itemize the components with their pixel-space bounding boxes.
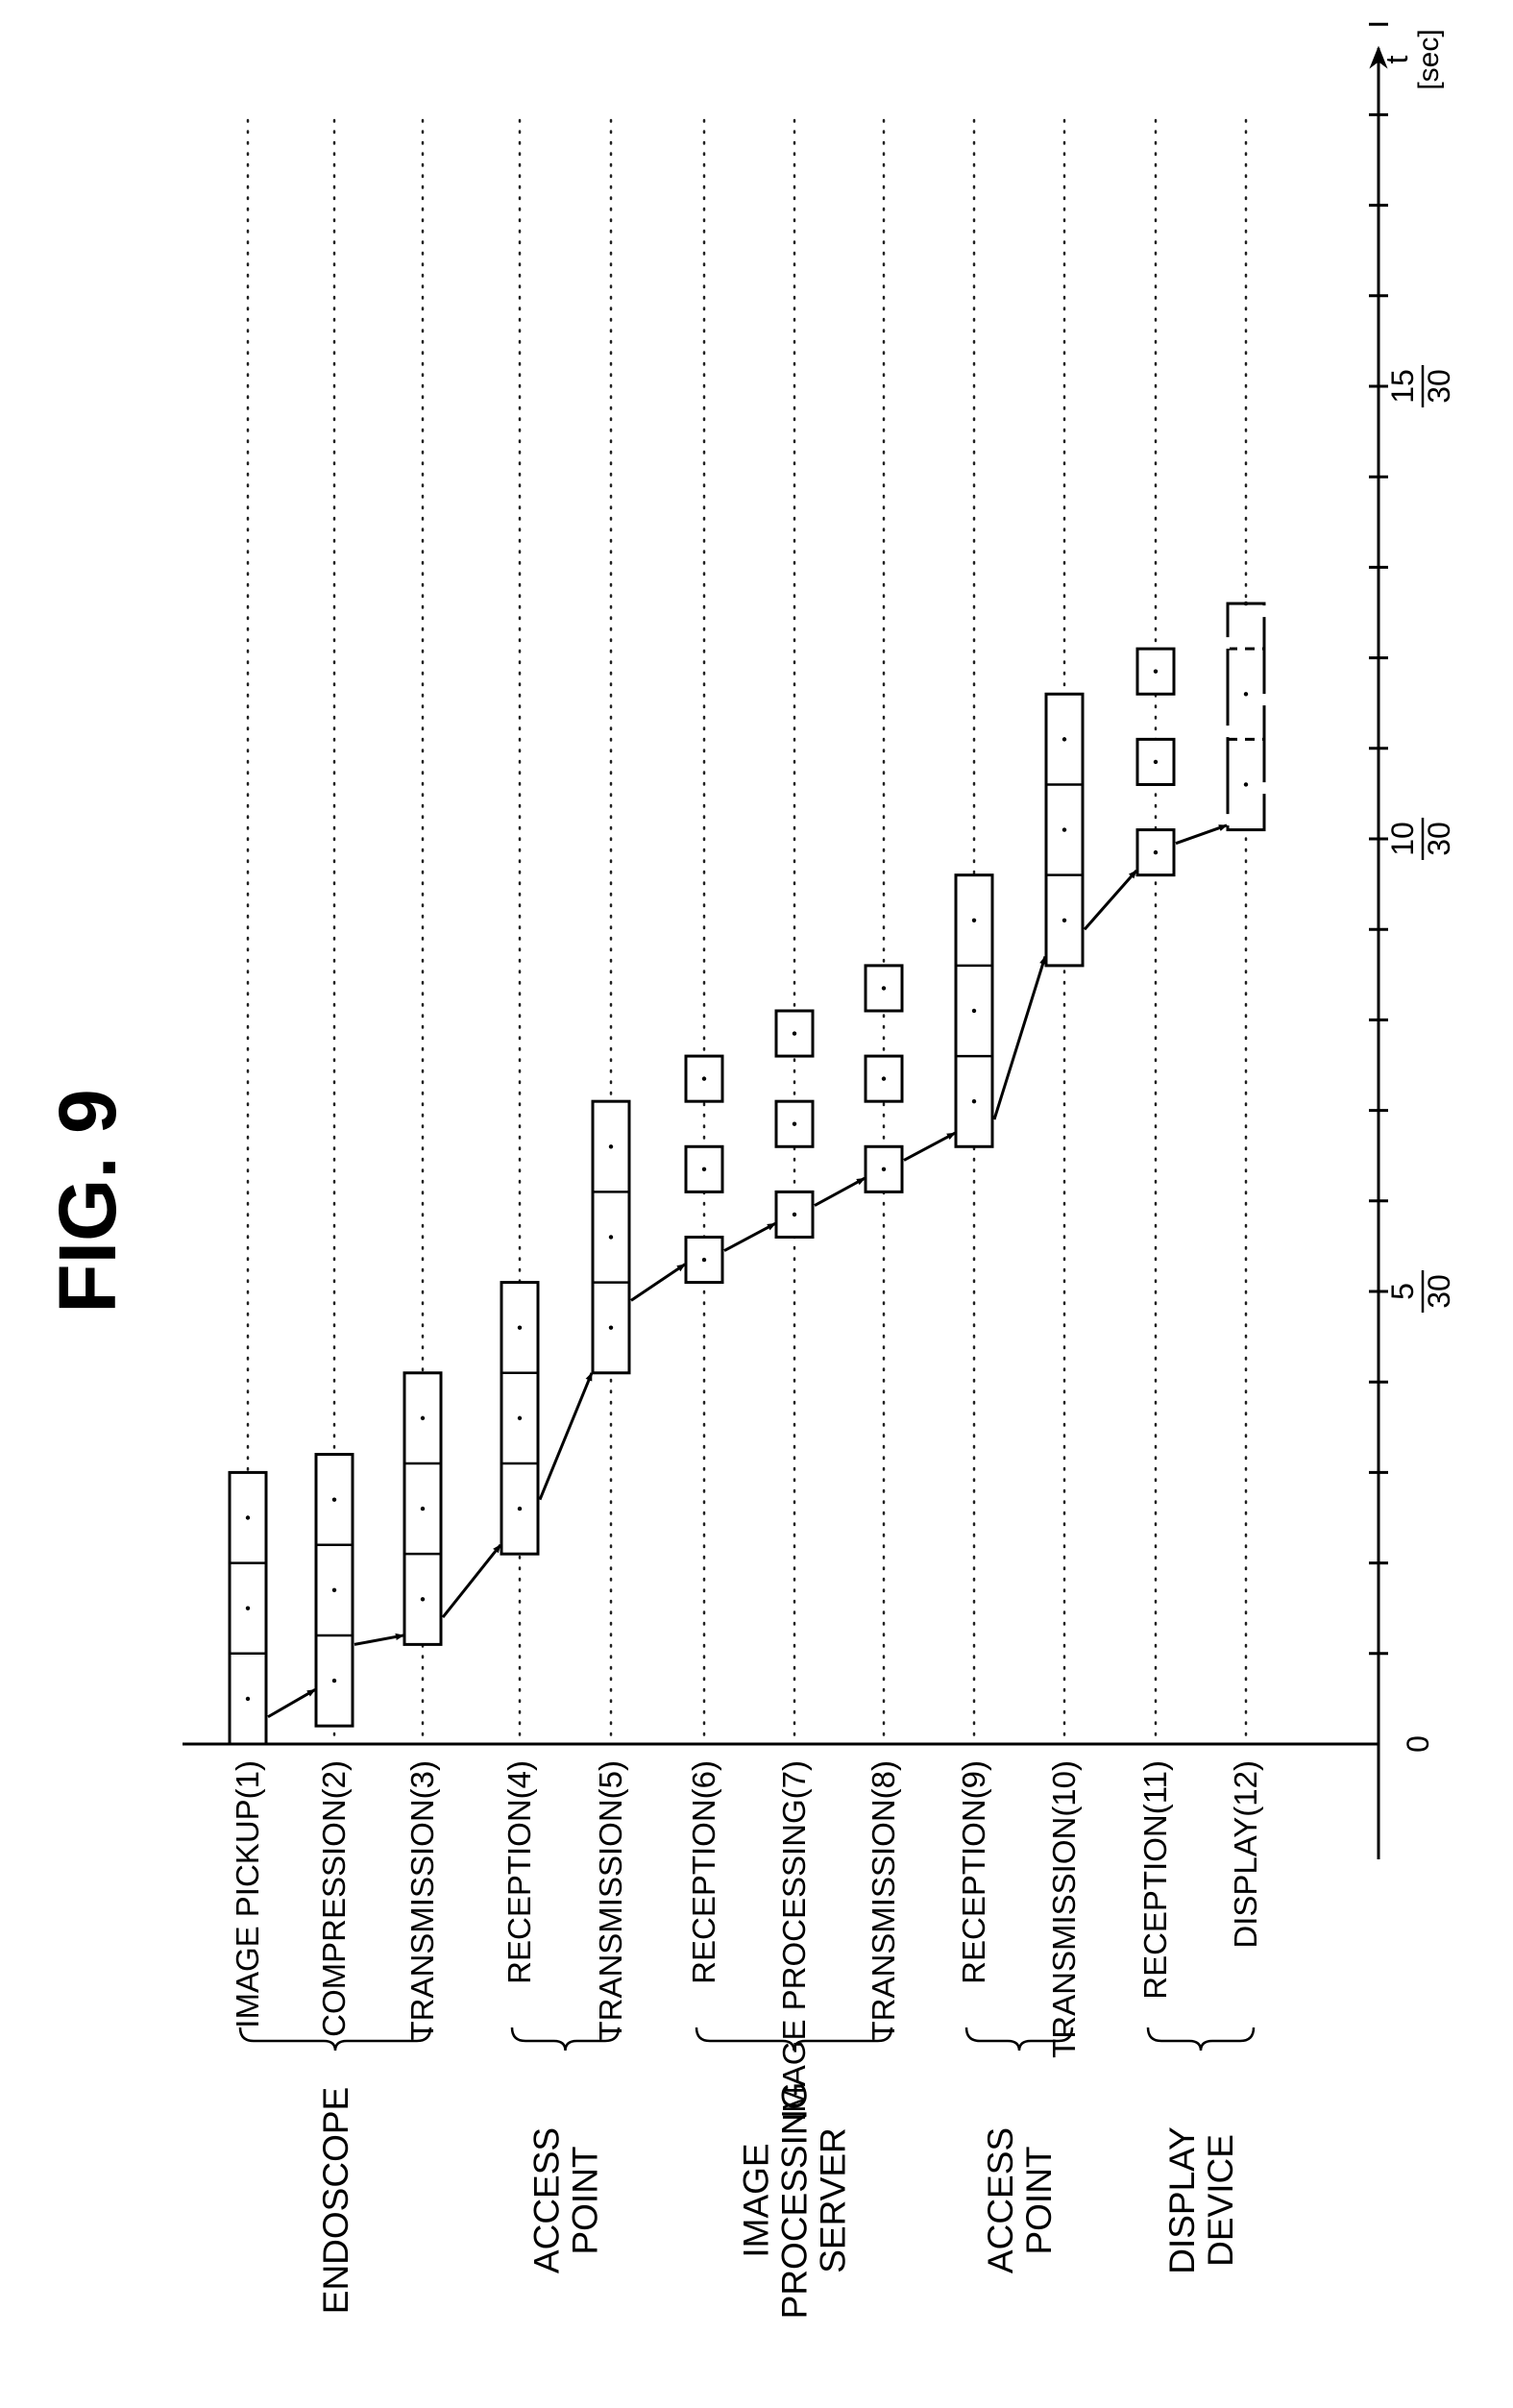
stage-label-10: TRANSMISSION(10) (1046, 1760, 1082, 2058)
group-labels: ENDOSCOPE ACCESS POINT IMAGE PROCESSING SERVE… (238, 2027, 1256, 2320)
lane-dot (971, 918, 977, 922)
transfer-arrow (354, 1633, 404, 1646)
lane-dot (792, 1031, 797, 1036)
group-label-4: POINT (1019, 2146, 1059, 2254)
lane-dot (1062, 918, 1067, 922)
lane-dot (608, 1144, 614, 1149)
lane-dot (608, 1235, 614, 1240)
axis-unit-label: [sec] (1413, 29, 1445, 89)
lane-dot (331, 1497, 337, 1502)
lane-dot (1062, 827, 1067, 832)
lane-dot (517, 1506, 523, 1511)
transfer-arrow (441, 1543, 502, 1619)
transfer-arrow (903, 1131, 956, 1162)
stage-label-5: TRANSMISSION(5) (593, 1760, 628, 2041)
transfer-arrow (1175, 823, 1228, 846)
lane-dot (701, 1167, 707, 1172)
tick-numerator: 10 (1385, 822, 1420, 856)
tick-label-0: 0 (1401, 1735, 1435, 1753)
lane-dot (792, 1212, 797, 1217)
transfer-arrows (267, 823, 1228, 1719)
lane-dot (881, 986, 887, 991)
lane-dot (1153, 849, 1159, 855)
group-label-3: PROCESSING (775, 2082, 815, 2320)
tick-denominator: 30 (1422, 1274, 1456, 1309)
stage-label-2: COMPRESSION(2) (316, 1760, 352, 2037)
stage-label-3: TRANSMISSION(3) (404, 1760, 440, 2041)
stage-label-7: IMAGE PROCESSING(7) (776, 1760, 812, 2122)
group-label-3: IMAGE (737, 2143, 776, 2257)
figure-title: FIG. 9 (42, 1089, 133, 1313)
transfer-arrow (723, 1222, 776, 1252)
lane-dot (517, 1325, 523, 1330)
lane-dot (245, 1696, 251, 1702)
tick-zero: 0 (1401, 1735, 1435, 1753)
process-block (684, 1054, 724, 1103)
group-label-1: ENDOSCOPE (316, 2087, 355, 2314)
transfer-arrow (992, 955, 1047, 1120)
lane-dot (971, 1008, 977, 1014)
process-blocks (228, 601, 1266, 1746)
transfer-arrow (814, 1176, 866, 1207)
lane-dot (1243, 782, 1249, 787)
process-block (684, 1144, 724, 1193)
stage-label-4: RECEPTION(4) (501, 1760, 537, 1984)
stage-label-6: RECEPTION(6) (686, 1760, 721, 1984)
group-label-4: ACCESS (981, 2127, 1020, 2273)
lane-dot (792, 1121, 797, 1126)
tick-numerator: 5 (1385, 1283, 1420, 1300)
stage-label-12: DISPLAY(12) (1228, 1760, 1263, 1949)
tick-label-5: 5 30 (1385, 1270, 1456, 1313)
lane-dot (1243, 601, 1249, 606)
stage-label-8: TRANSMISSION(8) (866, 1760, 901, 2041)
lane-dot (331, 1678, 337, 1683)
group-brace-4 (964, 2027, 1074, 2052)
lane-dot (971, 1098, 977, 1104)
axis-unit: t [sec] (1379, 29, 1445, 89)
process-block (1226, 602, 1266, 832)
lane-dot (701, 1257, 707, 1263)
tick-denominator: 30 (1422, 369, 1456, 404)
lane-dot (420, 1415, 426, 1421)
tick-label-15: 15 30 (1385, 365, 1456, 407)
lane-dot (1153, 669, 1159, 674)
lane-dot (1062, 737, 1067, 742)
axis-variable-label: t (1379, 55, 1414, 63)
lane-dot (331, 1587, 337, 1593)
stage-label-11: RECEPTION(11) (1137, 1760, 1173, 2000)
lane-dot (420, 1506, 426, 1511)
group-label-3: SERVER (814, 2127, 853, 2273)
lane-dot (1243, 692, 1249, 697)
group-label-2: POINT (566, 2146, 605, 2254)
tick-numerator: 15 (1385, 369, 1420, 404)
lane-dot (420, 1597, 426, 1602)
lane-dot (881, 1167, 887, 1172)
tick-denominator: 30 (1422, 822, 1456, 856)
transfer-arrow (538, 1371, 594, 1501)
group-brace-2 (510, 2027, 621, 2052)
group-brace-1 (238, 2027, 432, 2052)
group-brace-3 (695, 2027, 893, 2052)
lane-dot (608, 1325, 614, 1330)
lane-dot (245, 1606, 251, 1610)
lane-dot (701, 1076, 707, 1081)
group-label-2: ACCESS (527, 2127, 567, 2273)
lane-dot (517, 1415, 523, 1421)
stage-labels: IMAGE PICKUP(1) COMPRESSION(2) TRANSMISSIO… (230, 1760, 1263, 2122)
lane-dot (1153, 759, 1159, 765)
transfer-arrow (630, 1263, 686, 1302)
group-label-5: DEVICE (1201, 2134, 1240, 2267)
tick-label-10: 10 30 (1385, 818, 1456, 860)
stage-label-1: IMAGE PICKUP(1) (230, 1760, 265, 2028)
lane-dot (245, 1515, 251, 1520)
transfer-arrow (1083, 869, 1138, 931)
lane-dot (881, 1076, 887, 1081)
transfer-arrow (267, 1688, 316, 1719)
lane-lines (246, 118, 1248, 1746)
stage-label-9: RECEPTION(9) (956, 1760, 991, 1984)
group-label-5: DISPLAY (1162, 2126, 1202, 2274)
group-brace-5 (1146, 2027, 1256, 2052)
